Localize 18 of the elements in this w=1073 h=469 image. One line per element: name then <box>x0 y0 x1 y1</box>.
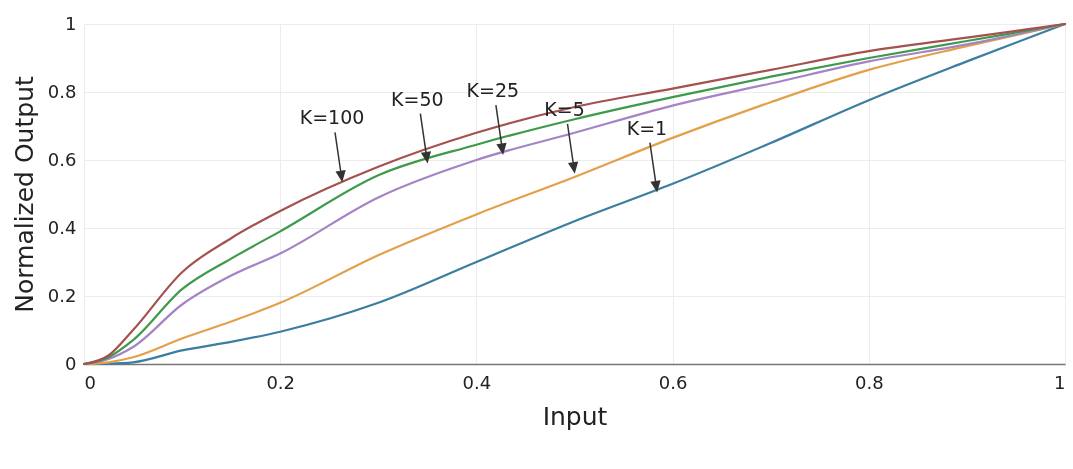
x-tick-label: 0.8 <box>854 371 884 393</box>
x-tick-label: 0.6 <box>658 371 688 393</box>
x-tick-label: 1 <box>1054 371 1066 393</box>
annotation: K=1 <box>626 116 668 139</box>
y-tick-label: 0.8 <box>47 80 77 102</box>
annotation: K=100 <box>299 106 365 129</box>
annotation: K=25 <box>466 79 520 102</box>
x-tick-label: 0 <box>84 371 96 393</box>
y-tick-label: 0.2 <box>47 284 77 306</box>
y-tick-label: 1 <box>65 12 77 34</box>
x-axis-title: Input <box>542 401 608 431</box>
x-tick-label: 0.2 <box>266 371 296 393</box>
y-tick-label: 0.6 <box>47 148 77 170</box>
y-tick-label: 0.4 <box>47 216 77 238</box>
y-tick-label: 0 <box>65 352 77 374</box>
x-tick-label: 0.4 <box>462 371 492 393</box>
y-axis-title: Normalized Output <box>9 76 39 313</box>
annotation: K=50 <box>391 87 444 110</box>
